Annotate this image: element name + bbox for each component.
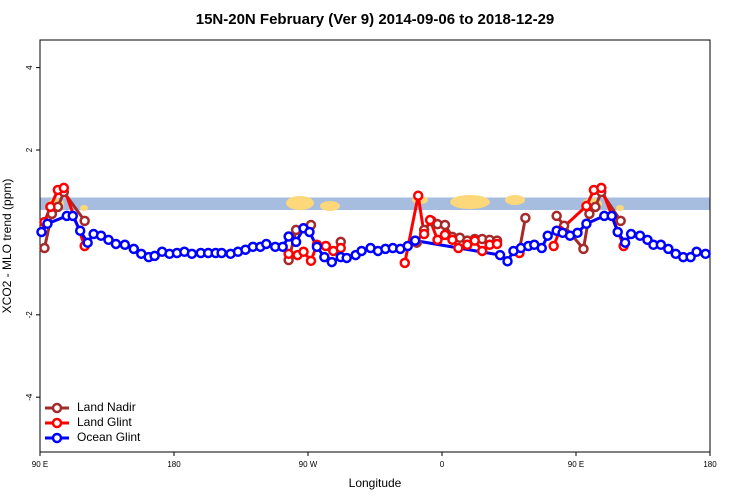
data-point (634, 230, 646, 241)
legend-marker (51, 417, 63, 429)
data-point (74, 225, 86, 237)
data-point (298, 246, 309, 258)
data-point (625, 228, 637, 240)
legend-marker (51, 402, 63, 414)
data-point (399, 257, 411, 269)
data-point (581, 218, 592, 230)
data-point (82, 237, 93, 248)
data-point (469, 235, 481, 246)
data-point (304, 226, 315, 238)
data-point (335, 242, 347, 254)
data-point (326, 256, 338, 268)
data-point (39, 242, 50, 254)
data-point (439, 219, 451, 231)
data-point (119, 239, 131, 251)
data-point (447, 234, 458, 246)
data-point (596, 182, 607, 194)
data-point (412, 190, 424, 201)
data-point (691, 246, 702, 258)
data-point (79, 215, 90, 227)
data-point (216, 247, 227, 259)
data-point (494, 249, 506, 261)
data-point (700, 248, 711, 260)
data-point (110, 238, 122, 250)
data-point (453, 242, 464, 254)
x-tick-label: 0 (440, 460, 445, 469)
data-point (439, 229, 451, 241)
data-point (409, 235, 421, 246)
data-point (45, 201, 56, 213)
data-point (305, 255, 317, 267)
x-axis-label: Longitude (349, 476, 402, 490)
x-tick-label: 180 (703, 460, 717, 469)
y-tick-label: 2 (25, 147, 34, 152)
data-point (432, 234, 443, 246)
data-point (311, 241, 323, 253)
data-point (536, 242, 548, 254)
data-point (95, 230, 107, 241)
data-point (283, 248, 294, 260)
data-point (418, 228, 430, 240)
data-point (356, 245, 367, 257)
data-point (462, 239, 473, 251)
y-tick-label: -4 (25, 393, 34, 401)
data-point (542, 230, 553, 241)
x-tick-label: 180 (167, 460, 181, 469)
data-point (261, 238, 272, 250)
data-point (58, 182, 70, 194)
data-point (149, 250, 160, 262)
data-point (615, 215, 626, 227)
data-point (578, 243, 589, 255)
data-point (103, 234, 114, 246)
data-point (36, 226, 47, 238)
surface-band (40, 197, 710, 210)
chart-title: 15N-20N February (Ver 9) 2014-09-06 to 2… (196, 11, 555, 28)
data-point (655, 239, 667, 251)
data-point (551, 210, 562, 222)
data-point (581, 200, 592, 212)
data-point (42, 218, 53, 230)
x-tick-label: 90 E (568, 460, 584, 469)
data-point (476, 245, 488, 257)
data-point (402, 240, 414, 252)
data-point (619, 237, 631, 248)
data-point (590, 201, 601, 213)
data-point (491, 238, 503, 250)
data-point (572, 227, 583, 239)
data-point (67, 210, 79, 222)
data-point (277, 241, 288, 253)
x-tick-label: 90 E (32, 460, 48, 469)
data-point (290, 236, 302, 248)
legend-label: Ocean Glint (77, 430, 141, 444)
data-point (548, 240, 559, 252)
data-point (283, 231, 294, 242)
data-point (128, 243, 140, 255)
legend-marker (51, 432, 63, 444)
data-point (520, 212, 531, 224)
data-point (502, 255, 513, 267)
data-point (606, 210, 617, 222)
y-tick-label: -2 (25, 311, 34, 319)
legend-label: Land Glint (77, 415, 132, 429)
x-tick-label: 90 W (299, 460, 318, 469)
data-point (424, 214, 436, 226)
y-tick-label: 4 (25, 65, 34, 70)
data-point (319, 251, 330, 263)
data-point (341, 252, 352, 264)
y-axis-label: XCO2 - MLO trend (ppm) (0, 179, 14, 314)
data-point (663, 243, 674, 255)
legend-label: Land Nadir (77, 400, 136, 414)
data-point (186, 248, 198, 260)
data-point (612, 226, 623, 238)
